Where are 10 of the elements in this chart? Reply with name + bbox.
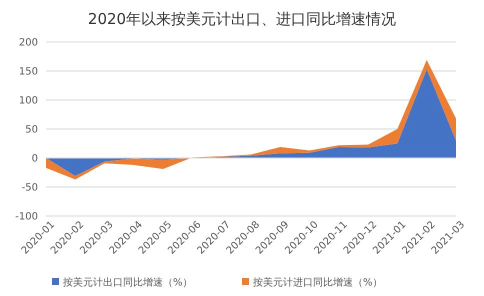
- y-tick-label: 50: [25, 124, 38, 136]
- y-tick-label: 0: [32, 154, 38, 164]
- chart-title: 2020年以来按美元计出口、进口同比增速情况: [88, 10, 396, 28]
- y-tick-label: -100: [15, 212, 38, 222]
- y-tick-label: -50: [22, 182, 38, 194]
- legend-label: 按美元计进口同比增速（%）: [253, 276, 383, 288]
- y-tick-label: 100: [18, 96, 38, 106]
- legend-label: 按美元计出口同比增速（%）: [63, 276, 193, 288]
- y-tick-label: 150: [18, 66, 38, 78]
- y-tick-label: 200: [18, 38, 38, 48]
